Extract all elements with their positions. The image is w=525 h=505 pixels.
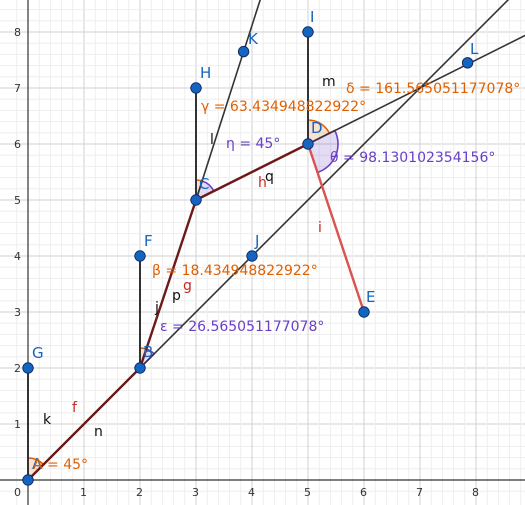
point-label-K: K (248, 30, 259, 48)
segment-label-l: l (210, 132, 214, 148)
segment-f[interactable] (26, 366, 142, 482)
angle-label-delta: δ = 161.565051177078° (346, 81, 520, 97)
angle-label-eta: η = 45° (226, 136, 280, 152)
point-L[interactable] (461, 57, 474, 69)
point-label-D: D (311, 119, 323, 137)
point-I[interactable] (302, 26, 314, 38)
angle-label-beta: β = 18.434948822922° (152, 263, 318, 279)
point-label-G: G (32, 344, 44, 362)
y-tick-label: 6 (14, 138, 21, 151)
angle-label-alpha: A = 45° (33, 457, 88, 473)
point-label-L: L (470, 40, 479, 58)
point-label-I: I (310, 8, 314, 26)
segment-label-p: p (172, 288, 181, 304)
segment-label-i: i (318, 220, 322, 236)
segment-label-h: h (258, 175, 267, 191)
point-label-C: C (199, 175, 209, 193)
point-G[interactable] (22, 362, 34, 374)
point-H[interactable] (190, 82, 202, 94)
segment-i[interactable] (306, 142, 366, 314)
angle-label-gamma: γ = 63.434948822922° (201, 99, 366, 115)
point-E[interactable] (358, 306, 370, 318)
point-label-H: H (200, 64, 211, 82)
point-F[interactable] (134, 250, 146, 262)
y-tick-label: 7 (14, 82, 21, 95)
y-tick-label: 2 (14, 362, 21, 375)
segment-label-m: m (322, 74, 336, 90)
angle-arcs (27, 119, 339, 482)
points[interactable] (22, 26, 474, 486)
point-C[interactable] (190, 194, 202, 206)
labels: A B C D E F G H I J K L f k n j p g l h … (32, 8, 520, 473)
segment-label-j: j (154, 300, 159, 316)
x-tick-label: 4 (248, 486, 255, 499)
point-label-J: J (254, 232, 259, 250)
segment-label-g: g (183, 278, 192, 294)
y-tick-label: 3 (14, 306, 21, 319)
x-tick-label: 8 (472, 486, 479, 499)
point-D[interactable] (302, 138, 314, 150)
point-label-B: B (143, 343, 153, 361)
point-B[interactable] (134, 362, 146, 374)
x-tick-label: 3 (192, 486, 199, 499)
x-tick-label: 1 (80, 486, 87, 499)
point-K[interactable] (237, 45, 250, 58)
y-tick-label: 5 (14, 194, 21, 207)
point-label-A: A (32, 455, 43, 473)
segment-h[interactable] (194, 142, 310, 202)
segment-label-f: f (72, 400, 78, 416)
construction-lines[interactable] (26, 0, 525, 482)
x-tick-label: 6 (360, 486, 367, 499)
segment-label-q: q (265, 169, 274, 185)
y-tick-label: 8 (14, 26, 21, 39)
angle-label-theta: θ = 98.130102354156° (330, 150, 495, 166)
x-tick-label: 0 (14, 486, 21, 499)
x-tick-label: 5 (304, 486, 311, 499)
segment-label-n: n (94, 424, 103, 440)
point-A[interactable] (22, 474, 34, 486)
x-tick-label: 7 (416, 486, 423, 499)
angle-label-epsilon: ε = 26.565051177078° (160, 319, 324, 335)
point-J[interactable] (246, 250, 258, 262)
point-label-F: F (144, 232, 153, 250)
y-tick-label: 4 (14, 250, 21, 263)
x-tick-label: 2 (136, 486, 143, 499)
y-tick-label: 1 (14, 418, 21, 431)
point-label-E: E (366, 288, 375, 306)
segment-label-k: k (43, 412, 52, 428)
segment-g[interactable] (138, 198, 198, 370)
